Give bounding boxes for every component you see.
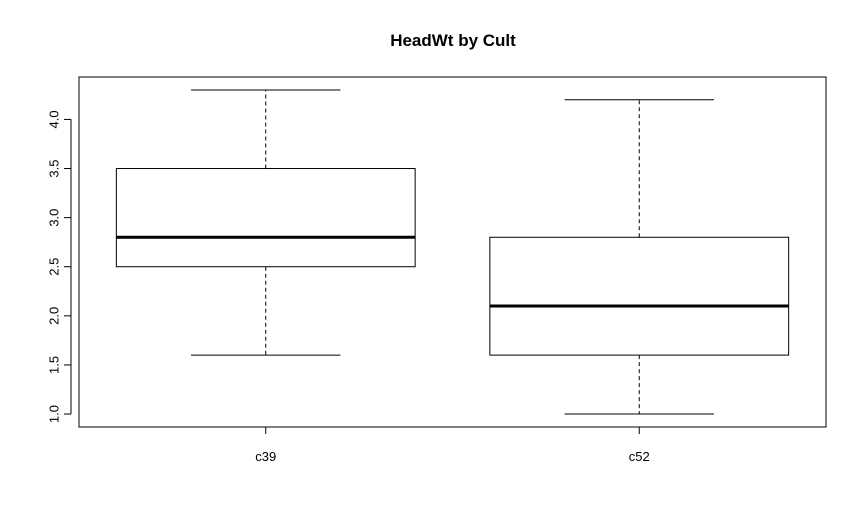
x-axis: c39 c52 bbox=[255, 427, 650, 464]
y-tick-label: 3.5 bbox=[47, 159, 62, 177]
y-tick-label: 4.0 bbox=[47, 110, 62, 128]
x-tick-label: c52 bbox=[629, 449, 650, 464]
x-tick-label: c39 bbox=[255, 449, 276, 464]
chart-title: HeadWt by Cult bbox=[390, 31, 516, 50]
box-iqr bbox=[489, 236, 790, 356]
box-c52 bbox=[489, 99, 790, 415]
y-axis: 1.0 1.5 2.0 2.5 3.0 3.5 4.0 bbox=[47, 110, 72, 423]
y-tick-label: 1.0 bbox=[47, 405, 62, 423]
box-iqr bbox=[115, 168, 416, 268]
y-tick-label: 2.0 bbox=[47, 307, 62, 325]
y-tick-label: 3.0 bbox=[47, 209, 62, 227]
box-c39 bbox=[115, 89, 416, 356]
box-series bbox=[115, 89, 790, 415]
y-tick-label: 2.5 bbox=[47, 258, 62, 276]
y-tick-label: 1.5 bbox=[47, 356, 62, 374]
plot-frame bbox=[78, 76, 827, 428]
